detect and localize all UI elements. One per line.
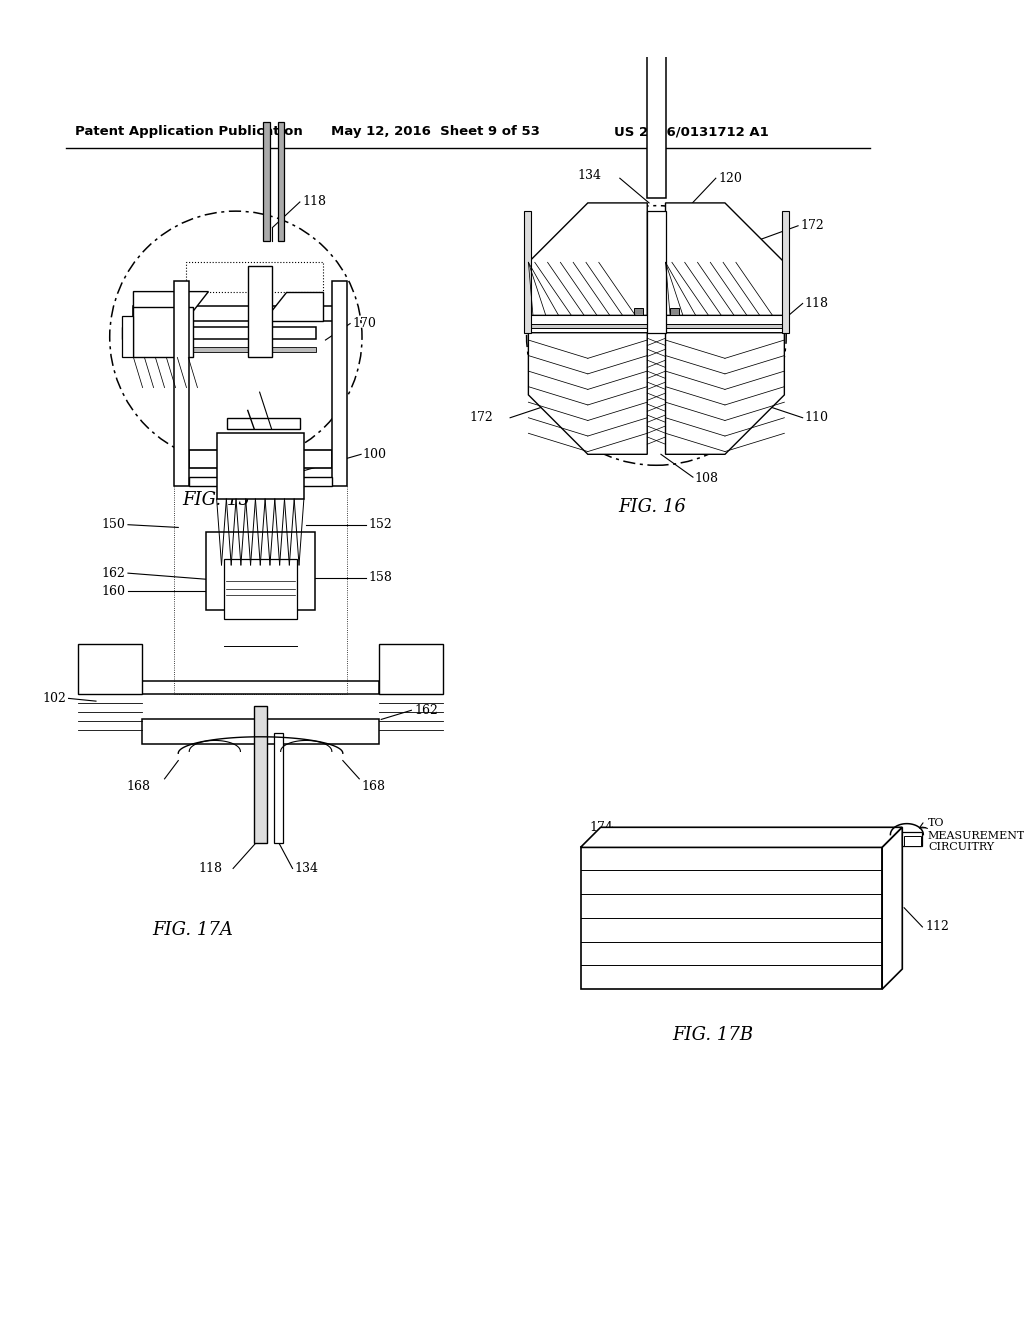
Bar	[278, 123, 285, 242]
Bar	[248, 267, 271, 358]
Text: 160: 160	[101, 585, 125, 598]
Bar	[254, 706, 267, 843]
Bar	[647, 0, 666, 198]
Bar	[274, 733, 284, 843]
Text: 168: 168	[127, 780, 151, 792]
Bar	[224, 560, 297, 619]
Bar	[133, 308, 193, 358]
Bar	[581, 847, 883, 989]
Polygon shape	[528, 333, 647, 454]
Text: US 2016/0131712 A1: US 2016/0131712 A1	[614, 125, 769, 139]
Bar	[217, 433, 304, 499]
Bar	[263, 123, 269, 242]
Bar	[206, 532, 315, 610]
Bar	[122, 317, 133, 358]
Polygon shape	[528, 203, 647, 315]
Bar	[226, 417, 300, 429]
Text: 150: 150	[101, 519, 125, 531]
Bar	[634, 308, 643, 315]
Bar	[141, 718, 379, 744]
Bar	[647, 211, 666, 333]
Text: CIRCUITRY: CIRCUITRY	[928, 842, 994, 853]
Text: 102: 102	[42, 692, 66, 705]
Text: 134: 134	[578, 169, 601, 182]
Text: FIG. 15: FIG. 15	[182, 491, 250, 510]
Bar	[141, 681, 379, 694]
Text: FIG. 16: FIG. 16	[617, 499, 686, 516]
Bar	[226, 546, 295, 574]
Text: Patent Application Publication: Patent Application Publication	[75, 125, 303, 139]
Text: 120: 120	[719, 172, 742, 185]
Text: FIG. 17B: FIG. 17B	[673, 1026, 754, 1044]
Text: 168: 168	[361, 780, 385, 792]
Text: 106: 106	[288, 451, 312, 465]
Bar	[122, 327, 133, 339]
Polygon shape	[883, 828, 902, 989]
Text: 100: 100	[362, 447, 387, 461]
Polygon shape	[581, 828, 902, 847]
Polygon shape	[263, 292, 323, 321]
Text: 118: 118	[302, 195, 327, 209]
Text: 112: 112	[925, 920, 949, 933]
Text: 108: 108	[694, 473, 719, 486]
Text: 118: 118	[199, 862, 222, 875]
Text: 118: 118	[805, 297, 828, 310]
Bar	[670, 308, 679, 315]
Bar	[528, 305, 784, 315]
Text: MEASUREMENT: MEASUREMENT	[928, 832, 1024, 841]
Bar	[379, 644, 443, 694]
Bar	[133, 306, 335, 321]
Text: 152: 152	[369, 519, 392, 531]
Text: 170: 170	[352, 317, 376, 330]
Bar	[904, 836, 921, 846]
Text: TO: TO	[928, 817, 944, 828]
Polygon shape	[133, 292, 209, 321]
Text: 172: 172	[801, 219, 824, 232]
Bar	[133, 327, 316, 339]
Bar	[524, 211, 531, 333]
Polygon shape	[666, 333, 784, 454]
Bar	[528, 323, 784, 329]
Bar	[218, 536, 302, 570]
Text: 172: 172	[470, 412, 494, 424]
Text: 110: 110	[805, 412, 828, 424]
Bar	[133, 347, 316, 352]
Bar	[189, 477, 332, 486]
Text: FIG. 17A: FIG. 17A	[153, 920, 233, 939]
Polygon shape	[666, 203, 784, 315]
Text: 162: 162	[414, 704, 438, 717]
Text: 134: 134	[294, 862, 318, 875]
Bar	[185, 263, 323, 292]
Bar	[781, 211, 788, 333]
Text: 162: 162	[101, 566, 125, 579]
Bar	[902, 832, 923, 846]
Text: 174: 174	[590, 821, 613, 834]
Text: May 12, 2016  Sheet 9 of 53: May 12, 2016 Sheet 9 of 53	[331, 125, 540, 139]
Bar	[78, 644, 141, 694]
Bar	[174, 281, 189, 486]
Bar	[189, 450, 332, 469]
Text: 158: 158	[369, 572, 392, 585]
Bar	[332, 281, 347, 486]
